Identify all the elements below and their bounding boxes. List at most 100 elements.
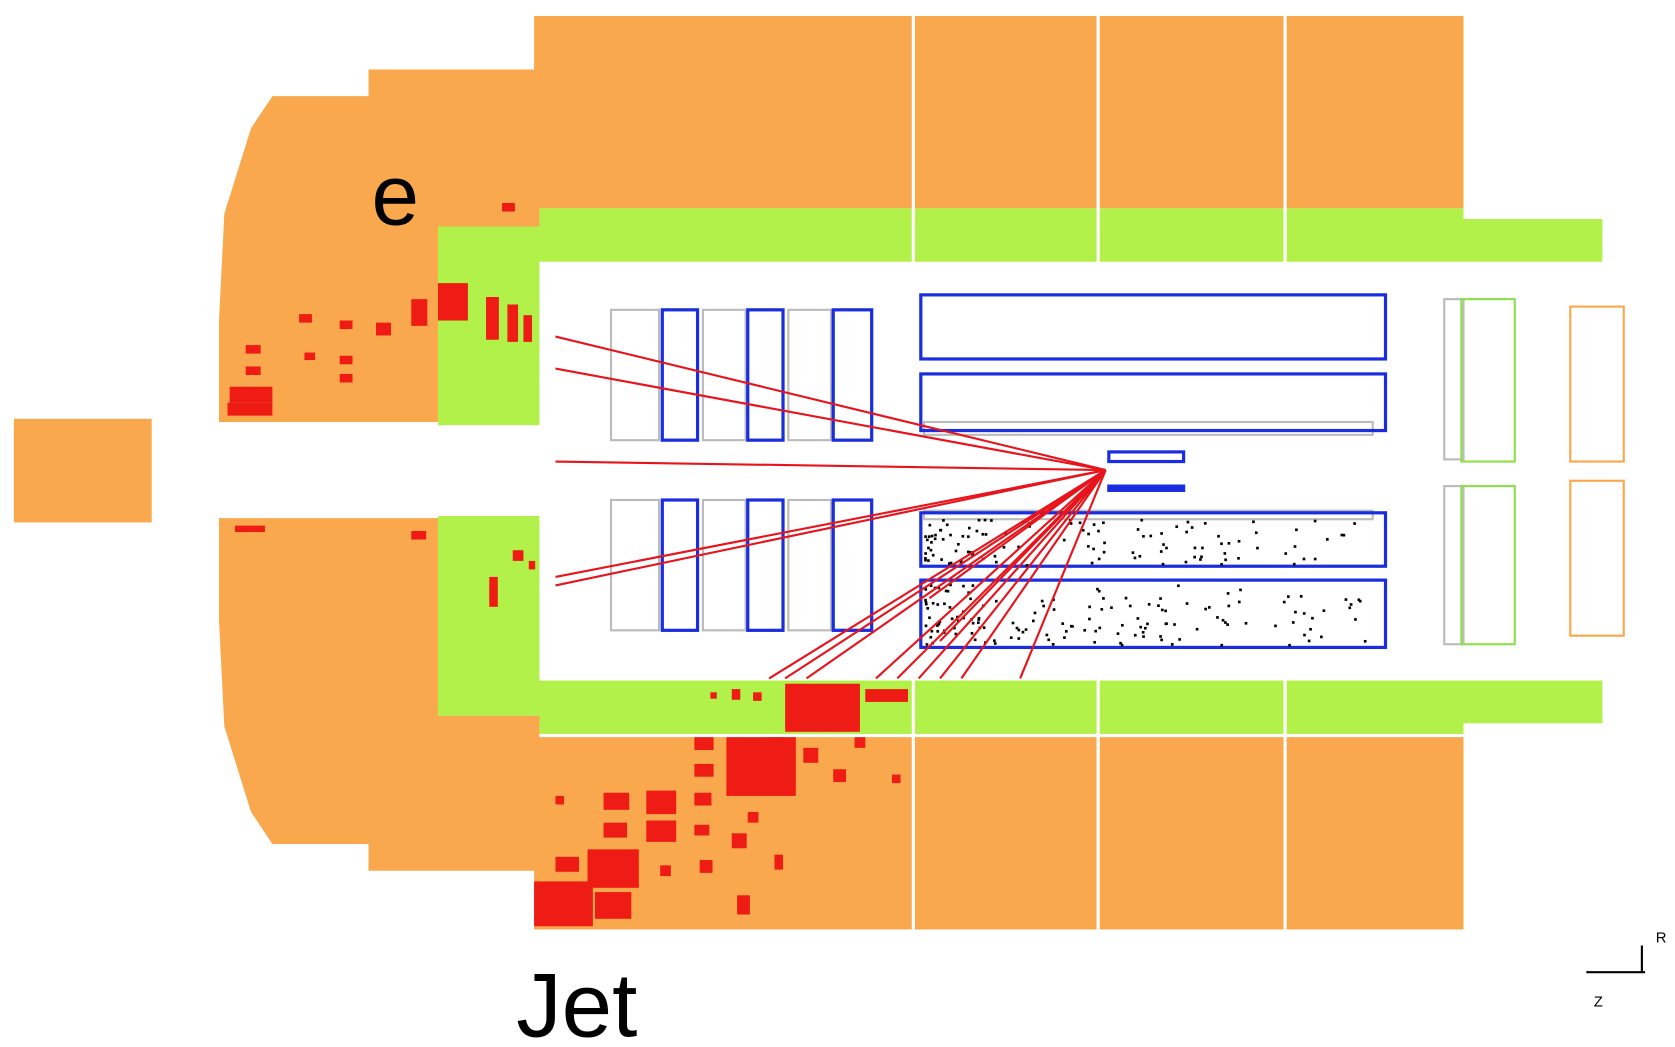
event-display: e Jet R Z — [0, 0, 1675, 1047]
hit — [1018, 629, 1021, 632]
hit — [1159, 635, 1162, 638]
hit — [1309, 628, 1312, 631]
grey-chamber — [788, 500, 831, 630]
hit — [1071, 625, 1074, 628]
deposit — [513, 550, 524, 561]
hit — [1121, 624, 1124, 627]
hit — [1157, 604, 1160, 607]
hit — [926, 643, 929, 646]
hit — [1178, 638, 1181, 641]
deposit — [710, 692, 716, 698]
hit — [928, 535, 931, 538]
hit — [994, 642, 997, 645]
hit — [1142, 535, 1145, 538]
hit — [969, 597, 972, 600]
deposit — [534, 881, 593, 926]
hit — [1294, 611, 1297, 614]
deposit — [246, 345, 261, 354]
hit — [1165, 547, 1168, 550]
track — [555, 462, 1105, 471]
hit — [1200, 555, 1203, 558]
hit — [1160, 550, 1163, 553]
hit — [1223, 552, 1226, 555]
hit — [939, 529, 942, 532]
hit — [1292, 621, 1295, 624]
hit — [1087, 545, 1090, 548]
deposit — [803, 748, 818, 763]
hit — [1185, 531, 1188, 534]
hit — [1165, 622, 1168, 625]
hit — [1228, 542, 1231, 545]
hit — [1088, 618, 1091, 621]
hit — [1061, 622, 1064, 625]
hit — [1159, 597, 1162, 600]
hit — [1303, 558, 1306, 561]
hit — [1217, 535, 1220, 538]
hit — [1227, 605, 1230, 608]
hit — [928, 524, 931, 527]
hit — [927, 559, 930, 562]
hit — [949, 534, 952, 537]
hit — [950, 562, 953, 565]
hit — [977, 621, 980, 624]
hit — [1353, 522, 1356, 525]
hit — [1139, 555, 1142, 558]
hit — [1142, 631, 1145, 634]
hit — [1091, 562, 1094, 565]
jet-label: Jet — [516, 955, 637, 1047]
deposit — [694, 737, 713, 750]
r-label: R — [1656, 929, 1667, 946]
hit — [1287, 595, 1290, 598]
hit — [1222, 619, 1225, 622]
hit — [1093, 641, 1096, 644]
hit — [1350, 603, 1353, 606]
deposit — [865, 689, 908, 702]
hits — [924, 519, 1366, 647]
hit — [978, 519, 981, 522]
hit — [930, 541, 933, 544]
hit — [968, 527, 971, 530]
hit — [1238, 601, 1241, 604]
grey-chamber — [788, 310, 831, 440]
hit — [931, 630, 934, 633]
hit — [1358, 598, 1361, 601]
hit — [934, 534, 937, 537]
hit — [1010, 636, 1013, 639]
deposit — [246, 366, 261, 375]
deposit — [411, 531, 426, 540]
hit — [1132, 551, 1135, 554]
hit — [967, 535, 970, 538]
hit — [972, 584, 975, 587]
hit — [1042, 605, 1045, 608]
hit — [1142, 635, 1145, 638]
deposit — [230, 387, 273, 403]
hit — [1097, 530, 1100, 533]
hit — [1140, 519, 1143, 522]
hit — [962, 535, 965, 538]
hit — [995, 600, 998, 603]
deposit — [438, 283, 468, 320]
hit — [1191, 526, 1194, 529]
deposit — [340, 321, 353, 330]
hit — [995, 561, 998, 564]
hit — [932, 554, 935, 557]
hit — [1177, 584, 1180, 587]
lower-band — [539, 681, 1463, 734]
hit — [1323, 609, 1326, 612]
hit — [955, 550, 958, 553]
hit — [1252, 520, 1255, 523]
orange-chamber — [1570, 307, 1623, 462]
hit — [1293, 563, 1296, 566]
hit — [1194, 547, 1197, 550]
deposit — [700, 860, 713, 873]
blue-chamber — [662, 500, 697, 630]
hit — [942, 538, 945, 541]
hit — [1175, 525, 1178, 528]
hit — [1137, 528, 1140, 531]
deposit — [732, 833, 747, 848]
z-label: Z — [1594, 993, 1603, 1010]
grey-chamber — [703, 500, 746, 630]
hit — [1041, 600, 1044, 603]
track — [940, 470, 1106, 641]
deposit — [523, 315, 532, 342]
